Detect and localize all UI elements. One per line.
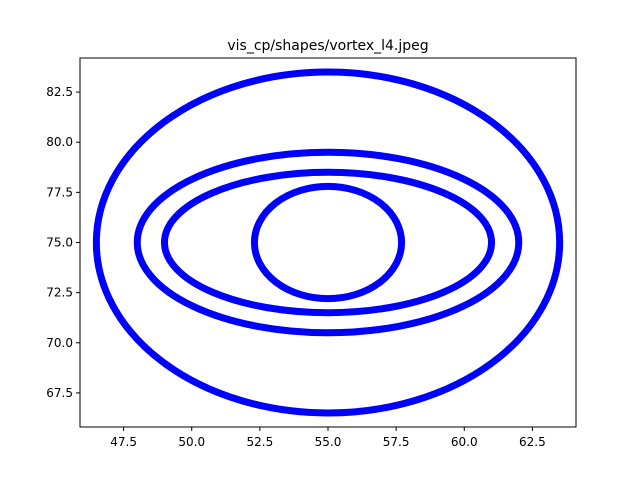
- x-tick-label: 60.0: [451, 435, 478, 449]
- plot-area: [79, 57, 577, 428]
- ring-series-1: [92, 68, 564, 417]
- x-tick-label: 55.0: [315, 435, 342, 449]
- y-tick-label: 70.0: [46, 336, 73, 350]
- y-tick-label: 82.5: [46, 85, 73, 99]
- x-tick-label: 47.5: [110, 435, 137, 449]
- x-axis: 47.5 50.0 52.5 55.0 57.5 60.0 62.5: [110, 427, 546, 449]
- chart-title: vis_cp/shapes/vortex_l4.jpeg: [227, 38, 428, 54]
- y-tick-label: 77.5: [46, 185, 73, 199]
- y-tick-label: 75.0: [46, 236, 73, 250]
- ring-series-2: [133, 148, 523, 337]
- x-tick-label: 50.0: [178, 435, 205, 449]
- y-tick-label: 80.0: [46, 135, 73, 149]
- ring-series-3: [160, 168, 496, 317]
- data-series: [92, 68, 564, 417]
- x-tick-label: 52.5: [247, 435, 274, 449]
- x-tick-label: 62.5: [519, 435, 546, 449]
- y-tick-label: 67.5: [46, 386, 73, 400]
- y-tick-label: 72.5: [46, 286, 73, 300]
- x-tick-label: 57.5: [383, 435, 410, 449]
- ring-series-4: [250, 182, 406, 303]
- y-axis: 67.5 70.0 72.5 75.0 77.5 80.0 82.5: [46, 85, 80, 400]
